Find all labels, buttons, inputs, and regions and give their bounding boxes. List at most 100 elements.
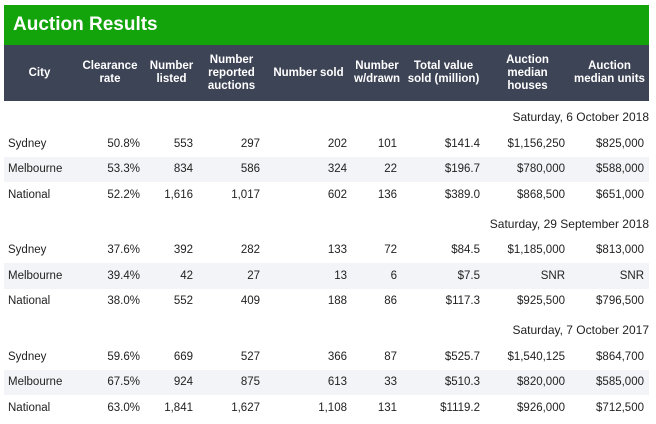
table-row: Sydney 37.6% 392 282 133 72 $84.5 $1,185,000 $81… xyxy=(4,238,649,264)
cell-total-value: $141.4 xyxy=(444,137,480,150)
section-date: Saturday, 29 September 2018 xyxy=(352,209,649,238)
cell-number-reported: 527 xyxy=(240,350,260,363)
cell-number-listed: 42 xyxy=(145,263,198,289)
cell-median-houses: $926,000 xyxy=(517,401,565,414)
cell-median-units: $796,500 xyxy=(596,295,644,308)
cell-total-value: $7.5 xyxy=(402,263,485,289)
cell-clearance-rate: 38.0% xyxy=(107,295,140,308)
cell-median-units: SNR xyxy=(570,263,649,289)
cell-number-listed: 392 xyxy=(173,244,193,257)
cell-city: Sydney xyxy=(8,137,47,150)
cell-clearance-rate: 52.2% xyxy=(107,188,140,201)
cell-median-units: $585,000 xyxy=(570,369,649,395)
cell-median-houses: $1,156,250 xyxy=(507,137,565,150)
cell-median-houses: $1,185,000 xyxy=(507,244,565,257)
cell-clearance-rate: 39.4% xyxy=(75,263,145,289)
cell-number-sold: 188 xyxy=(327,295,347,308)
section-date: Saturday, 6 October 2018 xyxy=(352,103,649,131)
cell-median-units: $651,000 xyxy=(596,188,644,201)
cell-number-listed: 552 xyxy=(173,295,193,308)
cell-number-listed: 553 xyxy=(173,137,193,150)
cell-city: Sydney xyxy=(8,350,47,363)
cell-number-withdrawn: 33 xyxy=(352,369,402,395)
cell-number-listed: 1,616 xyxy=(164,188,193,201)
column-header-city: City xyxy=(4,45,75,101)
table-row: Melbourne 53.3% 834 586 324 22 $196.7 $780,000 $… xyxy=(4,156,649,182)
cell-clearance-rate: 53.3% xyxy=(75,156,145,182)
cell-number-listed: 669 xyxy=(173,350,193,363)
cell-number-reported: 586 xyxy=(198,156,265,182)
table-row: National 38.0% 552 409 188 86 $117.3 $925,500 $7… xyxy=(4,289,649,315)
column-header-number-reported: Number reported auctions xyxy=(198,45,265,101)
cell-median-units: $864,700 xyxy=(596,350,644,363)
cell-median-houses: $868,500 xyxy=(517,188,565,201)
column-header-clearance-rate: Clearance rate xyxy=(75,45,145,101)
table-row: National 52.2% 1,616 1,017 602 136 $389.0 $868,… xyxy=(4,182,649,208)
cell-median-houses: $820,000 xyxy=(485,369,570,395)
cell-city: Melbourne xyxy=(4,156,75,182)
column-header-number-listed: Number listed xyxy=(145,45,198,101)
cell-number-withdrawn: 87 xyxy=(384,350,397,363)
cell-city: National xyxy=(8,295,51,308)
page-title: Auction Results xyxy=(4,5,649,45)
cell-number-reported: 875 xyxy=(198,369,265,395)
cell-total-value: $1119.2 xyxy=(440,401,480,414)
cell-median-units: $813,000 xyxy=(596,244,644,257)
cell-number-withdrawn: 72 xyxy=(384,244,397,257)
cell-median-units: $825,000 xyxy=(596,137,644,150)
cell-median-houses: $780,000 xyxy=(485,156,570,182)
cell-city: National xyxy=(8,401,51,414)
cell-city: Melbourne xyxy=(4,263,75,289)
table-row: Melbourne 39.4% 42 27 13 6 $7.5 SNR SNR xyxy=(4,263,649,289)
cell-number-listed: 834 xyxy=(145,156,198,182)
cell-median-houses: $925,500 xyxy=(517,295,565,308)
table-row: Sydney 50.8% 553 297 202 101 $141.4 $1,156,250 $… xyxy=(4,131,649,157)
column-header-median-houses: Auction median houses xyxy=(485,45,570,101)
cell-number-sold: 324 xyxy=(265,156,352,182)
cell-clearance-rate: 37.6% xyxy=(107,244,140,257)
cell-clearance-rate: 67.5% xyxy=(75,369,145,395)
cell-median-houses: $1,540,125 xyxy=(507,350,565,363)
column-header-number-withdrawn: Number w/drawn xyxy=(352,45,402,101)
cell-median-units: $712,500 xyxy=(596,401,644,414)
table-row: Melbourne 67.5% 924 875 613 33 $510.3 $820,000 $… xyxy=(4,369,649,395)
section-label: Last week xyxy=(4,209,352,238)
section-header: This week Saturday, 6 October 2018 xyxy=(4,103,649,131)
cell-number-reported: 1,627 xyxy=(231,401,260,414)
cell-number-listed: 1,841 xyxy=(164,401,193,414)
cell-total-value: $525.7 xyxy=(444,350,480,363)
cell-median-units: $588,000 xyxy=(570,156,649,182)
cell-number-sold: 133 xyxy=(327,244,347,257)
cell-total-value: $117.3 xyxy=(445,295,480,308)
cell-clearance-rate: 50.8% xyxy=(107,137,140,150)
cell-total-value: $510.3 xyxy=(402,369,485,395)
cell-number-reported: 1,017 xyxy=(231,188,260,201)
cell-total-value: $196.7 xyxy=(402,156,485,182)
cell-number-listed: 924 xyxy=(145,369,198,395)
column-header-number-sold: Number sold xyxy=(265,45,352,101)
section-label: Same week last year xyxy=(4,316,352,344)
cell-number-sold: 13 xyxy=(265,263,352,289)
cell-city: Melbourne xyxy=(4,369,75,395)
cell-number-sold: 602 xyxy=(327,188,347,201)
section-label: This week xyxy=(4,103,352,131)
cell-number-sold: 202 xyxy=(327,137,347,150)
section-header: Last week Saturday, 29 September 2018 xyxy=(4,209,649,238)
cell-clearance-rate: 63.0% xyxy=(107,401,140,414)
cell-total-value: $84.5 xyxy=(451,244,480,257)
cell-number-withdrawn: 131 xyxy=(377,401,397,414)
cell-number-reported: 27 xyxy=(198,263,265,289)
cell-number-withdrawn: 101 xyxy=(377,137,397,150)
cell-number-withdrawn: 6 xyxy=(352,263,402,289)
table-row: Sydney 59.6% 669 527 366 87 $525.7 $1,540,125 $8… xyxy=(4,344,649,370)
cell-number-sold: 1,108 xyxy=(318,401,347,414)
cell-number-reported: 409 xyxy=(240,295,260,308)
cell-number-sold: 366 xyxy=(327,350,347,363)
cell-city: National xyxy=(8,188,51,201)
section-header: Same week last year Saturday, 7 October 2… xyxy=(4,316,649,344)
table-row: National 63.0% 1,841 1,627 1,108 131 $1119.2 $9… xyxy=(4,395,649,421)
cell-number-reported: 282 xyxy=(240,244,260,257)
cell-number-withdrawn: 22 xyxy=(352,156,402,182)
cell-number-withdrawn: 86 xyxy=(384,295,397,308)
cell-median-houses: SNR xyxy=(485,263,570,289)
